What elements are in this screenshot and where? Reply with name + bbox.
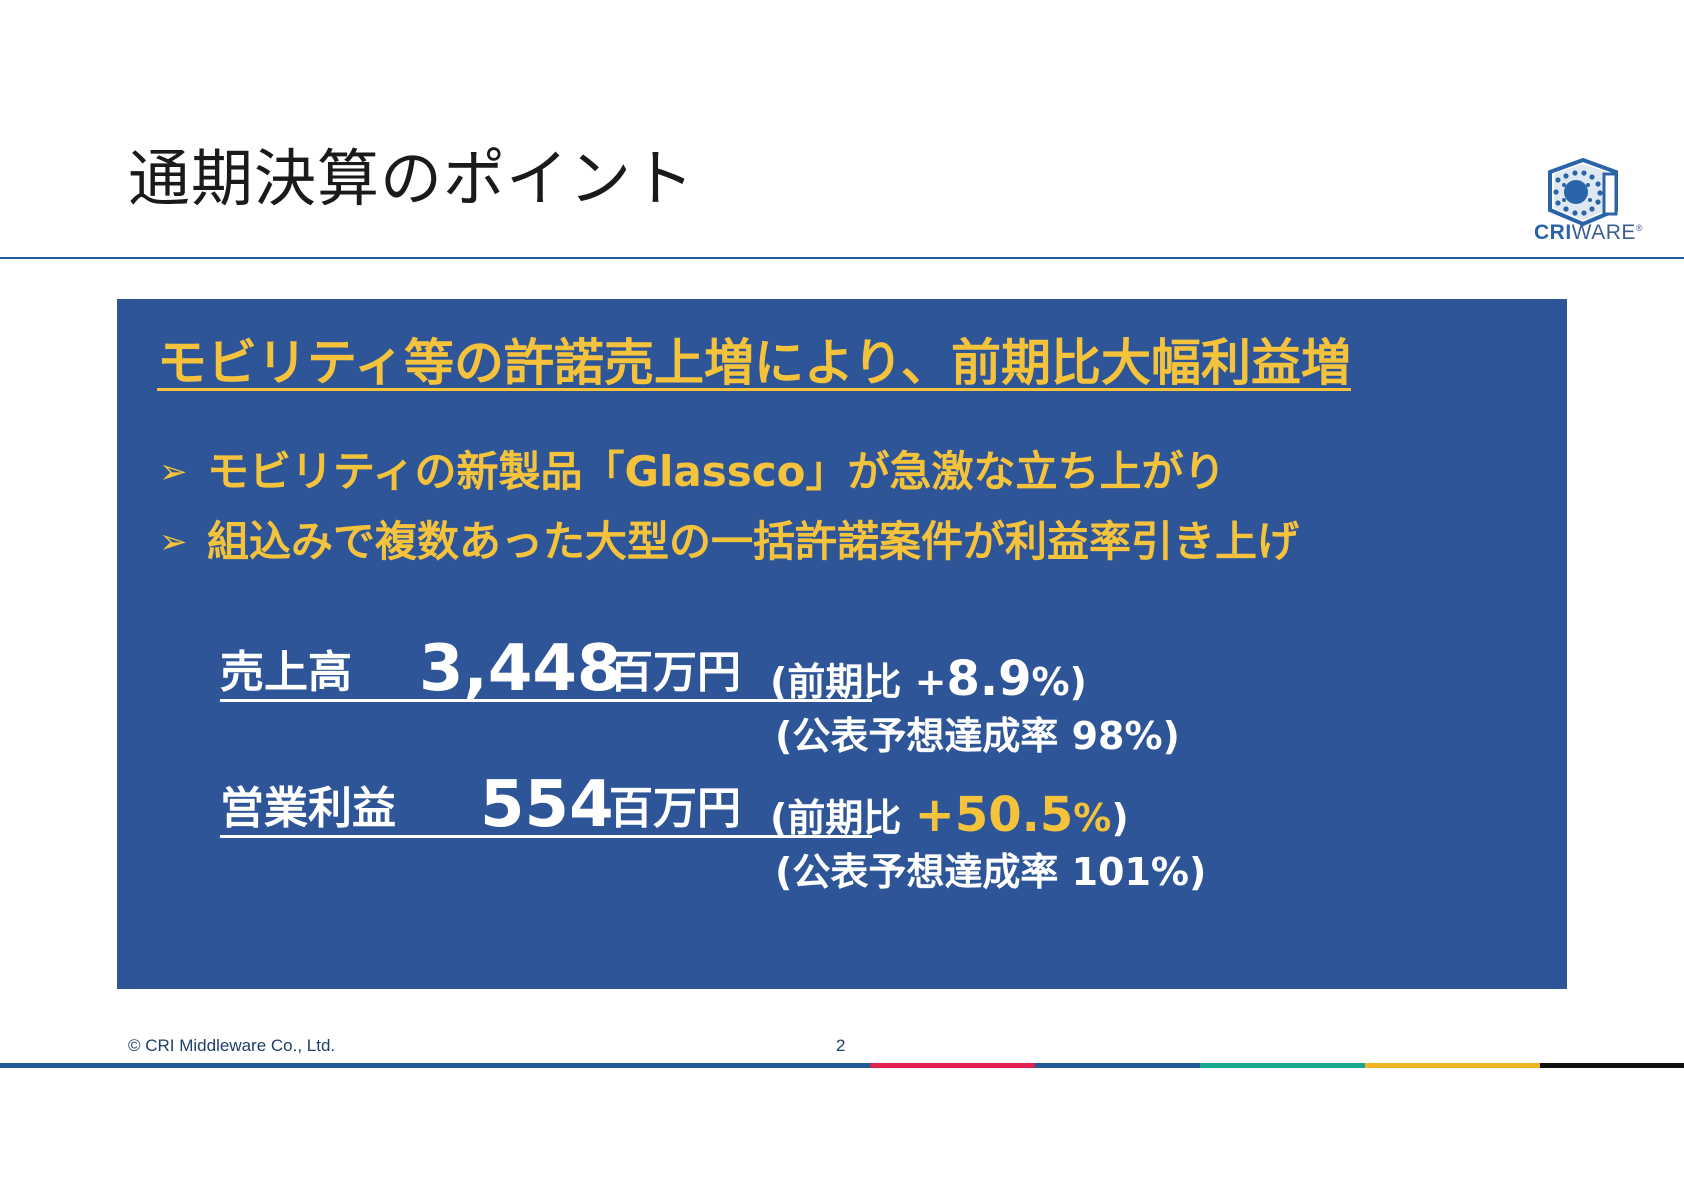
footer-bar-segment bbox=[1540, 1063, 1684, 1068]
page-number: 2 bbox=[836, 1036, 846, 1055]
forecast-op-profit: (公表予想達成率 101%) bbox=[775, 850, 1207, 894]
footer-bar-segment bbox=[0, 1063, 870, 1068]
logo-wordmark: CRIWARE® bbox=[1534, 221, 1644, 244]
criware-cube-icon bbox=[1548, 158, 1618, 227]
metric-underline bbox=[220, 835, 872, 838]
metric-unit-sales: 百万円 bbox=[609, 647, 741, 698]
bullet-item: ➢ 組込みで複数あった大型の一括許諾案件が利益率引き上げ bbox=[159, 517, 1300, 566]
bullet-item: ➢ モビリティの新製品「Glassco」が急激な立ち上がり bbox=[159, 447, 1226, 496]
forecast-sales: (公表予想達成率 98%) bbox=[775, 714, 1180, 758]
metric-unit-op-profit: 百万円 bbox=[609, 783, 741, 834]
slide-title: 通期決算のポイント bbox=[128, 142, 696, 215]
summary-panel: モビリティ等の許諾売上増により、前期比大幅利益増 ➢ モビリティの新製品「Glas… bbox=[117, 299, 1567, 989]
metric-underline bbox=[220, 699, 872, 702]
arrow-bullet-icon: ➢ bbox=[159, 522, 188, 562]
footer-bar-segment bbox=[1035, 1063, 1200, 1068]
copyright: © CRI Middleware Co., Ltd. bbox=[128, 1036, 336, 1055]
footer-bar-segment bbox=[870, 1063, 1035, 1068]
yoy-sales: (前期比 +8.9%) bbox=[770, 651, 1087, 707]
yoy-op-profit: (前期比 +50.5%) bbox=[770, 787, 1129, 843]
metric-value-op-profit: 554 bbox=[480, 768, 614, 842]
title-divider bbox=[0, 257, 1684, 259]
arrow-bullet-icon: ➢ bbox=[159, 452, 188, 492]
metric-name-op-profit: 営業利益 bbox=[220, 783, 396, 834]
footer-bar-segment bbox=[1200, 1063, 1365, 1068]
footer-bar-segment bbox=[1365, 1063, 1540, 1068]
headline: モビリティ等の許諾売上増により、前期比大幅利益増 bbox=[157, 334, 1351, 392]
metric-value-sales: 3,448 bbox=[419, 632, 622, 706]
metric-name-sales: 売上高 bbox=[220, 647, 352, 698]
